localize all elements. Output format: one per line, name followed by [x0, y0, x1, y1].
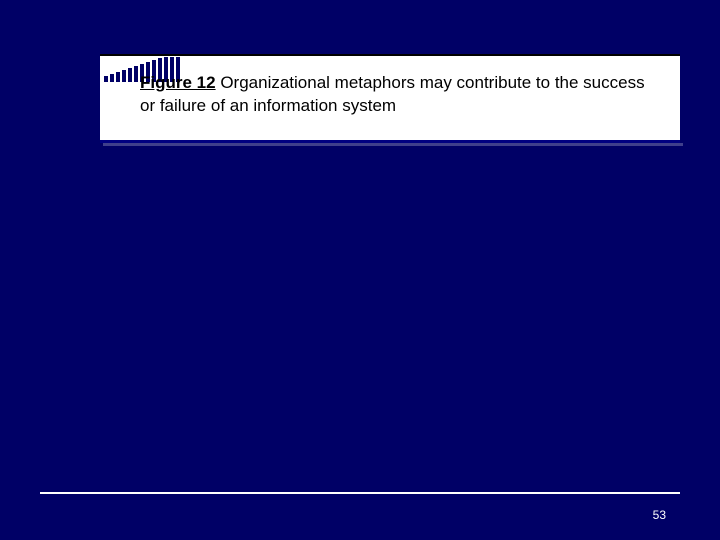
tick-bar	[116, 72, 120, 82]
tick-bar	[122, 70, 126, 82]
tick-bar	[110, 74, 114, 82]
slide: Figure 12 Organizational metaphors may c…	[0, 0, 720, 540]
footer-rule	[40, 492, 680, 494]
tick-bar	[128, 68, 132, 82]
slide-title: Figure 12 Organizational metaphors may c…	[140, 72, 660, 118]
tick-bar	[134, 66, 138, 82]
title-lead: Figure 12	[140, 73, 216, 92]
tick-bar	[104, 76, 108, 82]
title-rest: Organizational metaphors may contribute …	[140, 73, 645, 115]
page-number: 53	[653, 508, 666, 522]
title-underline-shadow	[103, 143, 683, 146]
